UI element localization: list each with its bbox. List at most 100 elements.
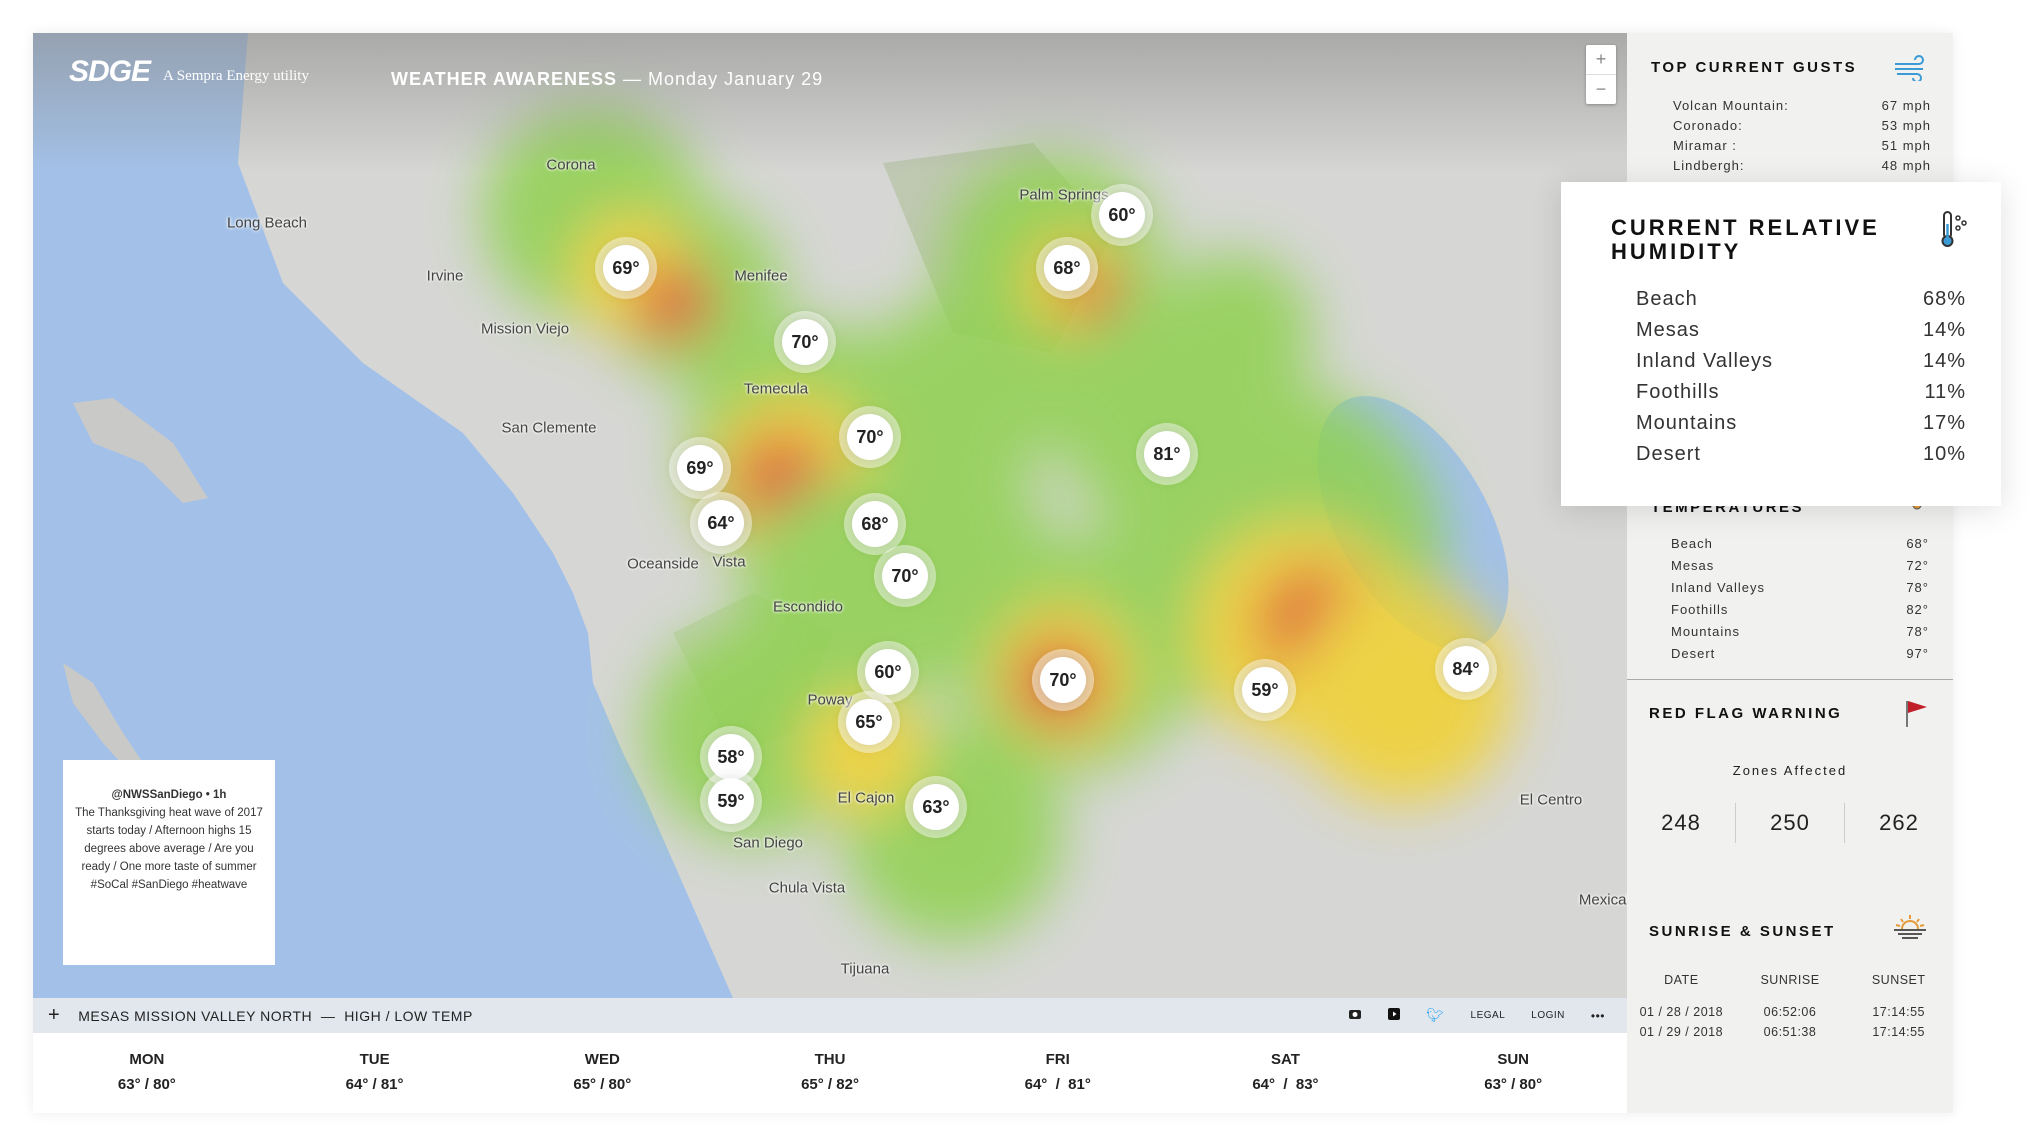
red-flag-panel: RED FLAG WARNING xyxy=(1649,701,1931,727)
row-value: 68% xyxy=(1922,288,1966,310)
row-label: Mountains xyxy=(1636,412,1738,434)
table-cell: 01 / 29 / 2018 xyxy=(1639,1025,1724,1039)
row-value: 72° xyxy=(1906,558,1929,573)
forecast-day[interactable]: THU 65° / 82° xyxy=(716,1033,944,1113)
row-label: Desert xyxy=(1636,443,1701,465)
city-label: San Clemente xyxy=(501,419,597,437)
forecast-day[interactable]: TUE 64° / 81° xyxy=(261,1033,489,1113)
zone-count: 262 xyxy=(1844,803,1953,843)
temperature-marker[interactable]: 59° xyxy=(708,778,754,824)
temperature-marker[interactable]: 63° xyxy=(913,784,959,830)
location-bar: + MESAS MISSION VALLEY NORTH — HIGH / LO… xyxy=(33,998,1627,1033)
temperature-marker[interactable]: 70° xyxy=(1040,657,1086,703)
temperature-marker[interactable]: 84° xyxy=(1443,646,1489,692)
humidity-title-line1: CURRENT RELATIVE xyxy=(1611,215,1880,240)
sun-title: SUNRISE & SUNSET xyxy=(1649,923,1836,940)
forecast-day[interactable]: SAT 64° / 83° xyxy=(1172,1033,1400,1113)
weather-map[interactable]: SDGE A Sempra Energy utility WEATHER AWA… xyxy=(33,33,1627,998)
heat-blob xyxy=(863,293,1063,493)
more-menu-button[interactable]: ••• xyxy=(1590,1008,1605,1023)
forecast-day[interactable]: MON 63° / 80° xyxy=(33,1033,261,1113)
zoom-in-button[interactable]: + xyxy=(1595,49,1607,69)
list-row: Beach 68° xyxy=(1671,536,1929,558)
city-label: Vista xyxy=(712,553,746,571)
list-row: Desert 10% xyxy=(1636,443,1966,474)
temperature-marker[interactable]: 70° xyxy=(847,414,893,460)
sempra-logo: A Sempra Energy utility xyxy=(163,68,309,84)
zones-values: 248 250 262 xyxy=(1627,803,1953,843)
temperature-marker[interactable]: 81° xyxy=(1144,431,1190,477)
tweet-handle: @NWSSanDiego • 1h xyxy=(111,789,227,801)
day-name: SAT xyxy=(1271,1051,1300,1068)
row-value: 14% xyxy=(1922,319,1966,341)
zoom-out-button[interactable]: − xyxy=(1586,74,1616,104)
youtube-icon[interactable] xyxy=(1388,1008,1401,1023)
add-location-button[interactable]: + xyxy=(48,1004,61,1026)
legal-link[interactable]: LEGAL xyxy=(1470,1010,1506,1021)
row-label: Miramar : xyxy=(1673,138,1737,153)
temperature-marker[interactable]: 70° xyxy=(882,553,928,599)
list-row: Lindbergh: 48 mph xyxy=(1673,158,1931,178)
temperature-marker[interactable]: 68° xyxy=(1044,245,1090,291)
red-flag-icon xyxy=(1906,701,1927,727)
row-value: 14% xyxy=(1922,350,1966,372)
column-header: SUNRISE xyxy=(1760,973,1820,987)
day-name: MON xyxy=(129,1051,165,1068)
row-value: 10% xyxy=(1922,443,1966,465)
heat-blob xyxy=(1293,583,1513,803)
forecast-day[interactable]: SUN 63° / 80° xyxy=(1399,1033,1627,1113)
temperature-marker[interactable]: 64° xyxy=(698,500,744,546)
forecast-day[interactable]: FRI 64° / 81° xyxy=(944,1033,1172,1113)
sun-table-row: 01 / 29 / 2018 06:51:38 17:14:55 xyxy=(1627,1025,1953,1045)
list-row: Miramar : 51 mph xyxy=(1673,138,1931,158)
list-row: Coronado: 53 mph xyxy=(1673,118,1931,138)
humidity-card[interactable]: CURRENT RELATIVE HUMIDITY Beach 68% Mesas 14… xyxy=(1561,182,2001,506)
humidity-title-line2: HUMIDITY xyxy=(1611,239,1742,264)
humidity-title: CURRENT RELATIVE HUMIDITY xyxy=(1611,216,1880,264)
temperature-marker[interactable]: 65° xyxy=(846,699,892,745)
row-value: 97° xyxy=(1906,646,1929,661)
forecast-day[interactable]: WED 65° / 80° xyxy=(488,1033,716,1113)
list-row: Foothills 11% xyxy=(1636,381,1966,412)
camera-icon[interactable] xyxy=(1348,1008,1362,1023)
row-value: 68° xyxy=(1906,536,1929,551)
temperature-marker[interactable]: 60° xyxy=(865,649,911,695)
sun-table-header: DATE SUNRISE SUNSET xyxy=(1627,973,1953,993)
row-label: Beach xyxy=(1636,288,1698,310)
gusts-panel: TOP CURRENT GUSTS Volcan Mountain: 67 mph… xyxy=(1651,55,1931,178)
city-label: Menifee xyxy=(734,267,788,285)
row-label: Foothills xyxy=(1671,602,1729,617)
city-label: Corona xyxy=(546,156,596,174)
heat-blob xyxy=(803,693,923,813)
title-main: WEATHER AWARENESS xyxy=(391,69,618,89)
twitter-icon[interactable]: 🐦︎ xyxy=(1426,1007,1445,1023)
temperature-marker[interactable]: 69° xyxy=(603,245,649,291)
row-value: 51 mph xyxy=(1881,138,1931,153)
heat-blob xyxy=(643,623,863,843)
temperature-marker[interactable]: 69° xyxy=(677,445,723,491)
tweet-text: The Thanksgiving heat wave of 2017 start… xyxy=(75,807,263,891)
row-value: 78° xyxy=(1906,624,1929,639)
wind-icon xyxy=(1895,55,1924,81)
title-date: — Monday January 29 xyxy=(623,69,824,89)
location-label: MESAS MISSION VALLEY NORTH — HIGH / LOW … xyxy=(78,1007,473,1024)
row-label: Mountains xyxy=(1671,624,1740,639)
day-temp: 65° / 82° xyxy=(801,1076,859,1093)
city-label: El Cajon xyxy=(837,789,895,807)
city-label: Long Beach xyxy=(226,214,308,232)
divider xyxy=(1627,679,1953,680)
temperature-marker[interactable]: 70° xyxy=(782,319,828,365)
temperature-marker[interactable]: 59° xyxy=(1242,667,1288,713)
zones-affected-label: Zones Affected xyxy=(1732,763,1848,778)
list-row: Mesas 72° xyxy=(1671,558,1929,580)
tweet-card[interactable]: @NWSSanDiego • 1h The Thanksgiving heat … xyxy=(63,760,275,965)
zone-count: 250 xyxy=(1735,803,1844,843)
temperature-marker[interactable]: 60° xyxy=(1099,192,1145,238)
temperature-marker[interactable]: 58° xyxy=(708,734,754,780)
temperature-marker[interactable]: 68° xyxy=(852,501,898,547)
row-label: Volcan Mountain: xyxy=(1673,98,1789,113)
temperatures-panel: TEMPERATURES Beach 68° Mesas 72° Inland Vall… xyxy=(1651,499,1929,668)
day-name: THU xyxy=(814,1051,846,1068)
day-temp: 64° / 81° xyxy=(345,1076,404,1093)
login-link[interactable]: LOGIN xyxy=(1531,1010,1565,1021)
